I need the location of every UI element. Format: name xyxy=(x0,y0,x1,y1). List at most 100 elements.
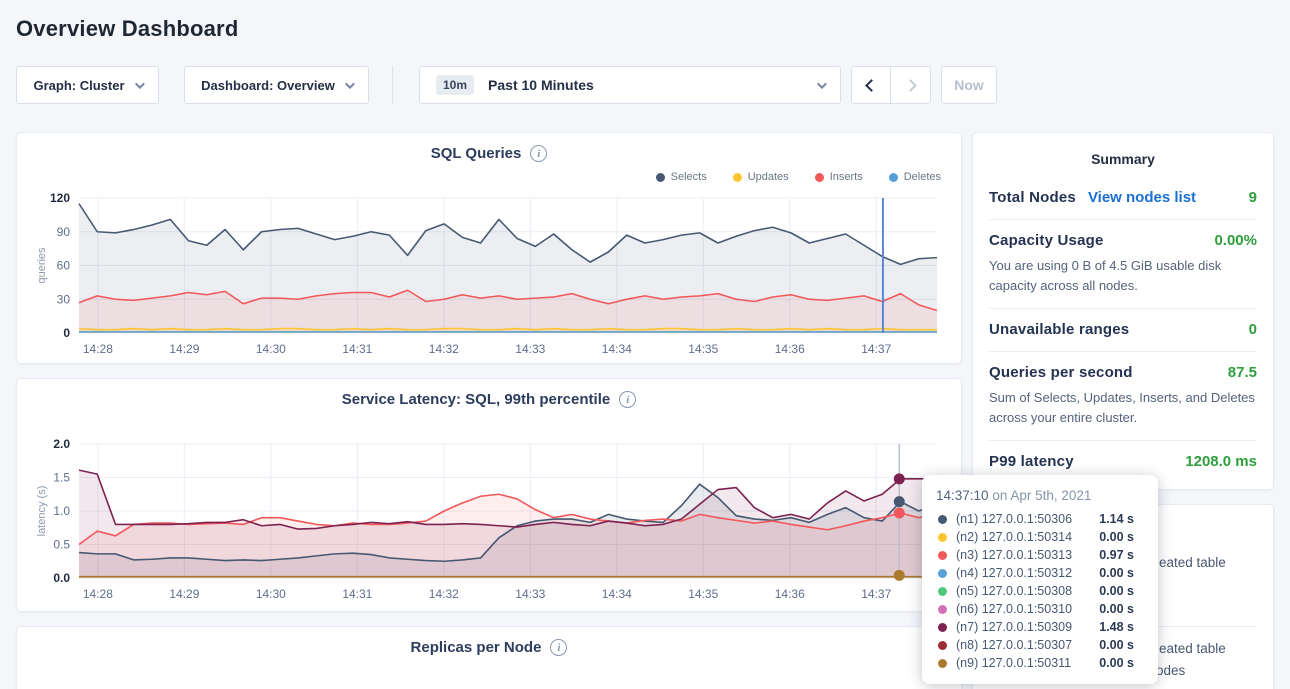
svg-text:14:28: 14:28 xyxy=(83,342,113,356)
tooltip-node-label: (n1) 127.0.0.1:50306 xyxy=(956,512,1072,526)
legend-item-updates[interactable]: Updates xyxy=(733,170,789,184)
legend-dot-icon xyxy=(656,173,665,182)
divider xyxy=(392,66,393,104)
dashboard-dropdown-label: Dashboard: Overview xyxy=(201,78,335,93)
series-dot-icon xyxy=(938,605,947,614)
tooltip-time: 14:37:10 xyxy=(936,488,989,503)
svg-text:14:37: 14:37 xyxy=(861,587,891,601)
svg-text:14:31: 14:31 xyxy=(342,342,372,356)
chevron-left-icon xyxy=(865,79,878,92)
charts-column: SQL Queries i Selects Updates Inserts Delet… xyxy=(16,132,962,689)
svg-text:14:34: 14:34 xyxy=(602,342,632,356)
svg-text:14:33: 14:33 xyxy=(515,587,545,601)
svg-text:90: 90 xyxy=(57,225,71,239)
summary-row-value: 1208.0 ms xyxy=(1185,453,1257,470)
page-title: Overview Dashboard xyxy=(0,0,1290,42)
summary-rows: Total Nodes View nodes list 9 Capacity Usag… xyxy=(989,177,1257,483)
tooltip-node-value: 0.97 s xyxy=(1099,548,1134,562)
series-dot-icon xyxy=(938,587,947,596)
legend-item-deletes[interactable]: Deletes xyxy=(889,170,941,184)
summary-panel: Summary Total Nodes View nodes list 9 Capac… xyxy=(972,132,1274,490)
summary-row: Capacity Usage0.00%You are using 0 B of … xyxy=(989,220,1257,309)
sql-queries-chart-card: SQL Queries i Selects Updates Inserts Delet… xyxy=(16,132,962,364)
tooltip-node-label: (n7) 127.0.0.1:50309 xyxy=(956,620,1072,634)
legend-label: Inserts xyxy=(830,171,863,183)
summary-row-label: Queries per second xyxy=(989,364,1133,381)
summary-row: Unavailable ranges0 xyxy=(989,309,1257,352)
svg-text:14:32: 14:32 xyxy=(429,587,459,601)
svg-text:14:30: 14:30 xyxy=(256,587,286,601)
svg-text:14:33: 14:33 xyxy=(515,342,545,356)
series-dot-icon xyxy=(938,533,947,542)
tooltip-node-value: 0.00 s xyxy=(1099,638,1134,652)
view-nodes-list-link[interactable]: View nodes list xyxy=(1088,189,1196,206)
legend-dot-icon xyxy=(889,173,898,182)
summary-row-label: Unavailable ranges xyxy=(989,321,1129,338)
tooltip-rows: (n1) 127.0.0.1:50306 1.14 s (n2) 127.0.0.1… xyxy=(936,510,1134,672)
tooltip-row: (n4) 127.0.0.1:50312 0.00 s xyxy=(936,564,1134,582)
summary-row-subtext: You are using 0 B of 4.5 GiB usable disk… xyxy=(989,256,1257,295)
chevron-down-icon xyxy=(134,79,144,89)
svg-text:14:36: 14:36 xyxy=(775,587,805,601)
tooltip-node-value: 1.48 s xyxy=(1099,620,1134,634)
graph-dropdown[interactable]: Graph: Cluster xyxy=(16,66,159,104)
svg-text:14:29: 14:29 xyxy=(169,342,199,356)
info-icon[interactable]: i xyxy=(619,391,636,408)
tooltip-node-label: (n2) 127.0.0.1:50314 xyxy=(956,530,1072,544)
event-item-text: eated table xyxy=(1159,641,1226,656)
sql-queries-legend: Selects Updates Inserts Deletes xyxy=(33,170,941,184)
tooltip-node-value: 1.14 s xyxy=(1099,512,1134,526)
svg-text:1.5: 1.5 xyxy=(53,471,70,485)
tooltip-header: 14:37:10 on Apr 5th, 2021 xyxy=(936,488,1134,503)
svg-text:14:29: 14:29 xyxy=(169,587,199,601)
tooltip-node-label: (n3) 127.0.0.1:50313 xyxy=(956,548,1072,562)
tooltip-node-value: 0.00 s xyxy=(1099,584,1134,598)
svg-text:14:37: 14:37 xyxy=(861,342,891,356)
tooltip-node-value: 0.00 s xyxy=(1099,530,1134,544)
tooltip-node-label: (n5) 127.0.0.1:50308 xyxy=(956,584,1072,598)
svg-text:14:34: 14:34 xyxy=(602,587,632,601)
svg-text:14:31: 14:31 xyxy=(342,587,372,601)
now-button[interactable]: Now xyxy=(941,66,997,104)
tooltip-node-label: (n9) 127.0.0.1:50311 xyxy=(956,656,1071,670)
time-step-buttons xyxy=(851,66,931,104)
tooltip-node-value: 0.00 s xyxy=(1099,602,1134,616)
replicas-per-node-chart-card: Replicas per Node i xyxy=(16,626,962,689)
service-latency-chart-card: Service Latency: SQL, 99th percentile i … xyxy=(16,378,962,612)
tooltip-row: (n1) 127.0.0.1:50306 1.14 s xyxy=(936,510,1134,528)
chart-title-row: Replicas per Node i xyxy=(33,639,945,656)
svg-text:0.0: 0.0 xyxy=(53,571,70,585)
legend-dot-icon xyxy=(733,173,742,182)
time-range-picker[interactable]: 10m Past 10 Minutes xyxy=(419,66,841,104)
service-latency-chart[interactable]: 0.00.51.01.52.014:2814:2914:3014:3114:32… xyxy=(33,436,947,604)
time-back-button[interactable] xyxy=(851,66,891,104)
service-latency-chart-title: Service Latency: SQL, 99th percentile xyxy=(342,391,610,408)
summary-title: Summary xyxy=(989,151,1257,167)
sql-queries-chart-title: SQL Queries xyxy=(431,145,522,162)
legend-item-selects[interactable]: Selects xyxy=(656,170,707,184)
svg-text:0.5: 0.5 xyxy=(53,538,70,552)
tooltip-node-label: (n4) 127.0.0.1:50312 xyxy=(956,566,1072,580)
summary-row-label: Total Nodes xyxy=(989,189,1076,206)
dashboard-dropdown[interactable]: Dashboard: Overview xyxy=(184,66,369,104)
sql-queries-chart[interactable]: 030609012014:2814:2914:3014:3114:3214:33… xyxy=(33,190,947,359)
summary-row: Queries per second87.5Sum of Selects, Up… xyxy=(989,352,1257,441)
chart-title-row: SQL Queries i xyxy=(33,145,945,162)
legend-item-inserts[interactable]: Inserts xyxy=(815,170,863,184)
info-icon[interactable]: i xyxy=(550,639,567,656)
series-dot-icon xyxy=(938,623,947,632)
svg-text:14:36: 14:36 xyxy=(775,342,805,356)
info-icon[interactable]: i xyxy=(530,145,547,162)
tooltip-row: (n5) 127.0.0.1:50308 0.00 s xyxy=(936,582,1134,600)
svg-text:14:35: 14:35 xyxy=(688,342,718,356)
svg-text:30: 30 xyxy=(57,292,71,306)
series-dot-icon xyxy=(938,515,947,524)
summary-row-subtext: Sum of Selects, Updates, Inserts, and De… xyxy=(989,388,1257,427)
svg-text:0: 0 xyxy=(63,326,70,340)
summary-row-value: 9 xyxy=(1249,189,1257,206)
tooltip-node-value: 0.00 s xyxy=(1099,656,1134,670)
chart-title-row: Service Latency: SQL, 99th percentile i xyxy=(33,391,945,408)
time-forward-button[interactable] xyxy=(891,66,931,104)
chevron-down-icon xyxy=(817,79,827,89)
tooltip-node-value: 0.00 s xyxy=(1099,566,1134,580)
